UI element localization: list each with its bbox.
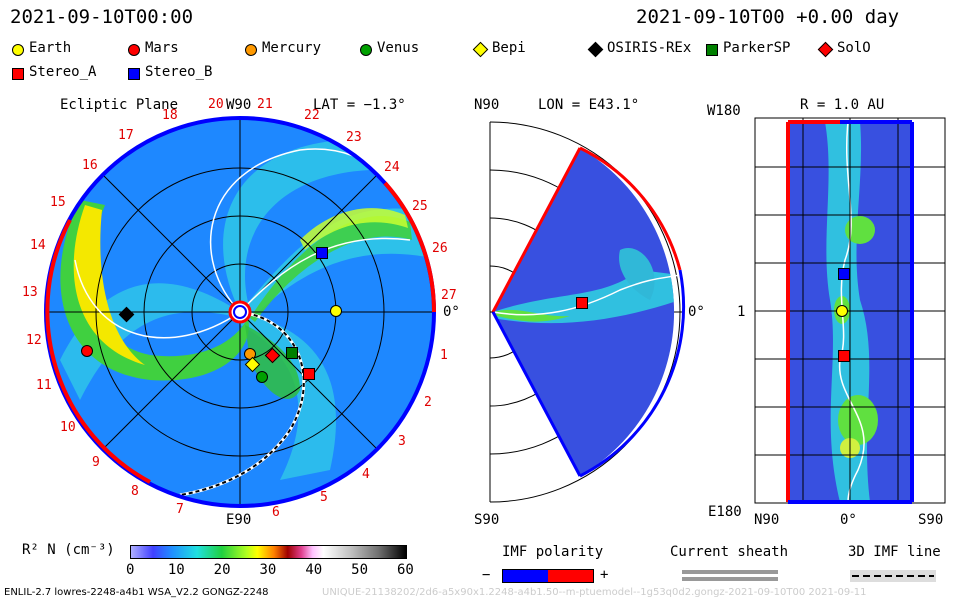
colorbar-tick-label: 20 [213,562,231,578]
rotation-number: 5 [320,490,328,505]
rotation-number: 17 [118,128,134,143]
colorbar-tick-label: 30 [259,562,277,578]
panel3-x-right: S90 [918,512,944,528]
panel2-right-label: 0° [688,304,705,320]
meridional-panel [489,121,686,503]
legend-symbol-mars [128,44,140,56]
stereo-b-marker-ecliptic [316,247,328,259]
rotation-number: 10 [60,420,76,435]
earth-marker-radial [836,305,848,317]
panel3-top-left: W180 [707,103,741,119]
imf-polarity-title: IMF polarity [502,544,604,560]
panel3-title: R = 1.0 AU [800,97,885,113]
legend-label-mars: Mars [145,40,179,56]
date-right: 2021-09-10T00 +0.00 day [636,6,900,28]
legend-label-stereo_a: Stereo_A [29,64,97,80]
rotation-number: 16 [82,158,98,173]
rotation-number: 27 [441,288,457,303]
rotation-number: 8 [131,484,139,499]
legend-symbol-parkersp [706,44,718,56]
legend-label-mercury: Mercury [262,40,322,56]
panel3-mid-left: 1 [737,304,746,320]
colorbar-tick-label: 10 [167,562,185,578]
rotation-number: 18 [162,108,178,123]
legend-symbol-earth [12,44,24,56]
rotation-number: 21 [257,97,273,112]
panel1-bottom-label: E90 [226,512,252,528]
panel2-lon: LON = E43.1° [538,97,640,113]
legend-label-venus: Venus [377,40,420,56]
rotation-number: 11 [36,378,52,393]
stereo-a-marker-meridional [576,297,588,309]
parkersp-marker-ecliptic [286,347,298,359]
mars-marker-ecliptic [81,345,93,357]
legend-symbol-stereo_a [12,68,24,80]
rotation-number: 12 [26,333,42,348]
panel1-lat: LAT = −1.3° [313,97,406,113]
stereo-b-marker-radial [838,268,850,280]
rotation-number: 9 [92,455,100,470]
colorbar-tick-label: 0 [126,562,135,578]
rotation-number: 7 [176,502,184,517]
colorbar-tick-label: 50 [351,562,369,578]
earth-marker-ecliptic [330,305,342,317]
legend-label-earth: Earth [29,40,72,56]
colorbar-tick-label: 40 [305,562,323,578]
panel1-top-label: W90 [226,97,252,113]
rotation-number: 25 [412,199,428,214]
imf3d-title: 3D IMF line [848,544,941,560]
colorbar-label: R² N (cm⁻³) [22,542,115,558]
panel1-right-label: 0° [443,304,460,320]
legend-label-osiris-rex: OSIRIS-REx [607,40,692,56]
rotation-number: 15 [50,195,66,210]
rotation-number: 1 [440,348,448,363]
legend-label-bepi: Bepi [492,40,526,56]
rotation-number: 14 [30,238,46,253]
rotation-number: 2 [424,395,432,410]
rotation-number: 6 [272,505,280,520]
rotation-number: 20 [208,97,224,112]
rotation-number: 26 [432,241,448,256]
imf3d-legend-sample [850,570,936,582]
stereo-a-marker-radial [838,350,850,362]
panel3-x-mid: 0° [840,512,857,528]
radial-map-panel [754,117,946,504]
rotation-number: 23 [346,130,362,145]
imf-minus: − [482,567,491,583]
venus-marker-ecliptic [256,371,268,383]
date-left: 2021-09-10T00:00 [10,6,194,28]
stereo-a-marker-ecliptic [303,368,315,380]
colorbar-tick-label: 60 [397,562,414,578]
panel1-title: Ecliptic Plane [60,97,179,113]
panel2-top-left: N90 [474,97,500,113]
sheath-legend-sample [682,570,778,581]
panel3-bottom-left: E180 [708,504,742,520]
ecliptic-plane-panel [44,116,437,508]
density-colorbar [130,545,407,559]
imf-polarity-bar [502,569,594,583]
footer-right: UNIQUE-21138202/2d6-a5x90x1.2248-a4b1.50… [322,587,867,598]
legend-symbol-stereo_b [128,68,140,80]
rotation-number: 3 [398,434,406,449]
current-sheath-title: Current sheath [670,544,789,560]
rotation-number: 22 [304,108,320,123]
panel2-bottom-left: S90 [474,512,500,528]
legend-label-stereo_b: Stereo_B [145,64,213,80]
legend-label-solo: SolO [837,40,871,56]
panel3-x-left: N90 [754,512,780,528]
legend-symbol-mercury [245,44,257,56]
legend-symbol-venus [360,44,372,56]
rotation-number: 4 [362,467,370,482]
imf-plus: + [600,567,609,583]
legend-label-parkersp: ParkerSP [723,40,791,56]
rotation-number: 24 [384,160,400,175]
footer-left: ENLIL-2.7 lowres-2248-a4b1 WSA_V2.2 GONG… [4,587,269,598]
rotation-number: 13 [22,285,38,300]
